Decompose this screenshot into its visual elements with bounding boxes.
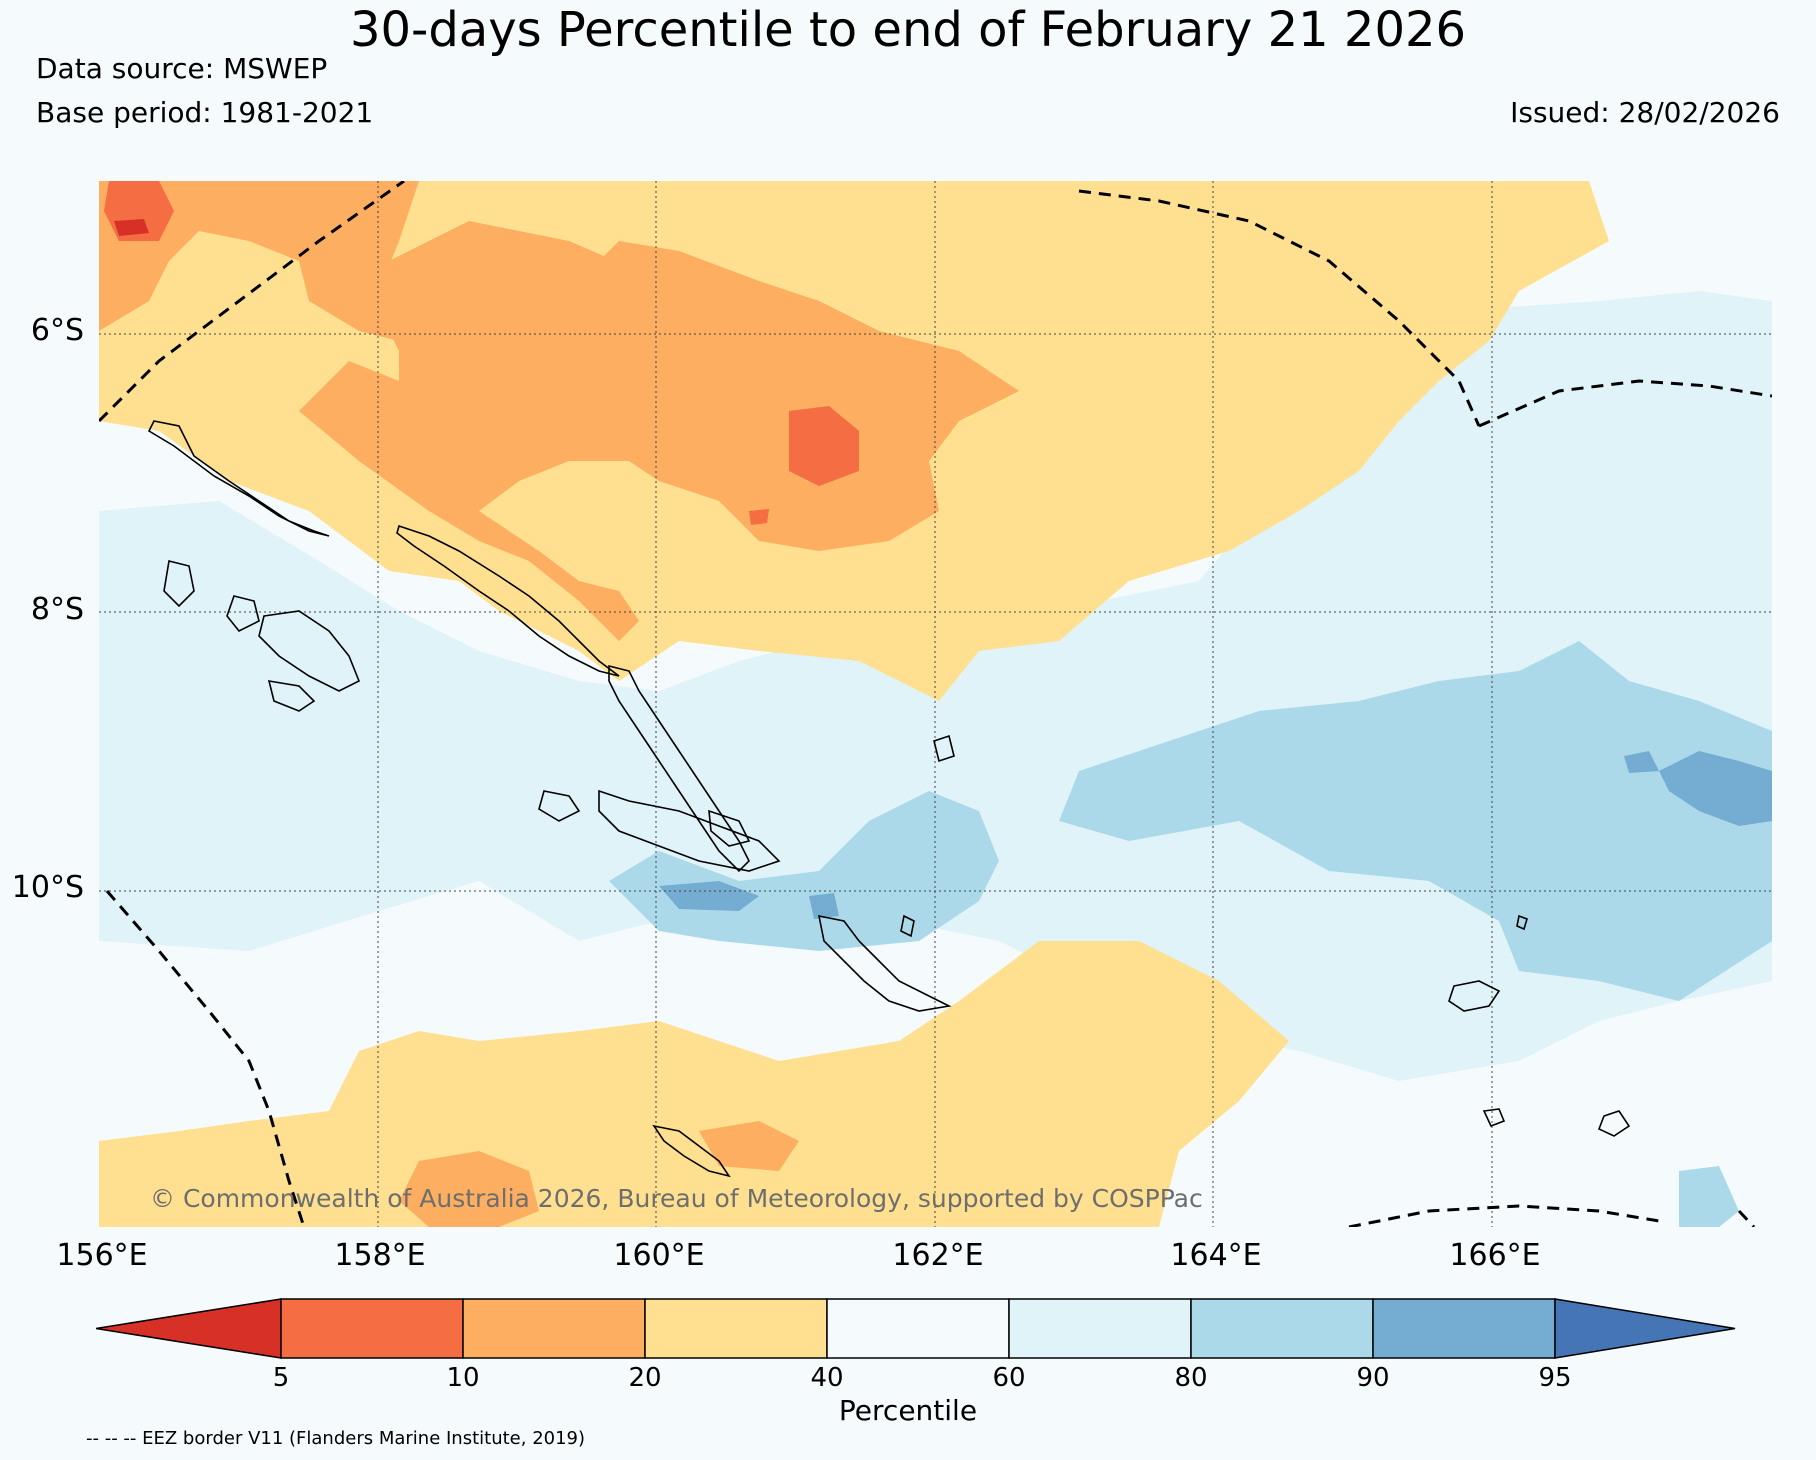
cbar-tick-20: 20 — [628, 1363, 662, 1393]
lon-label-158e: 158°E — [334, 1238, 426, 1273]
cbar-tick-60: 60 — [992, 1363, 1026, 1393]
colorbar-segment-8 — [1554, 1298, 1736, 1359]
colorbar-segment-1 — [280, 1298, 464, 1359]
graticule — [99, 181, 1772, 1227]
percentile-map — [99, 181, 1772, 1227]
cbar-tick-90: 90 — [1356, 1363, 1390, 1393]
cbar-tick-95: 95 — [1538, 1363, 1572, 1393]
colorbar-segment-7 — [1372, 1298, 1556, 1359]
colorbar-segments — [96, 1298, 1736, 1359]
colorbar-segment-0 — [96, 1298, 282, 1359]
colorbar-segment-2 — [462, 1298, 646, 1359]
colorbar-label: Percentile — [838, 1394, 978, 1427]
base-period: Base period: 1981-2021 — [36, 96, 374, 129]
colorbar-segment-4 — [826, 1298, 1010, 1359]
lon-label-166e: 166°E — [1449, 1238, 1541, 1273]
cbar-tick-5: 5 — [272, 1363, 290, 1393]
cbar-tick-80: 80 — [1174, 1363, 1208, 1393]
cbar-tick-10: 10 — [446, 1363, 480, 1393]
lon-label-156e: 156°E — [56, 1238, 148, 1273]
lon-label-162e: 162°E — [892, 1238, 984, 1273]
lat-label-6s: 6°S — [30, 313, 84, 348]
lat-label-8s: 8°S — [30, 592, 84, 627]
coastlines — [147, 420, 1631, 1178]
percentile-colorbar — [96, 1298, 1736, 1359]
colorbar-segment-5 — [1008, 1298, 1192, 1359]
data-source: Data source: MSWEP — [36, 52, 328, 85]
colorbar-segment-6 — [1190, 1298, 1374, 1359]
issued-date: Issued: 28/02/2026 — [1510, 96, 1780, 129]
map-title: 30-days Percentile to end of February 21… — [349, 2, 1467, 58]
eez-borders — [99, 181, 1772, 1227]
lon-label-160e: 160°E — [613, 1238, 705, 1273]
copyright-credit: © Commonwealth of Australia 2026, Bureau… — [150, 1184, 1203, 1213]
lat-label-10s: 10°S — [11, 870, 84, 905]
eez-legend-note: -- -- -- EEZ border V11 (Flanders Marine… — [86, 1428, 586, 1449]
colorbar-segment-3 — [644, 1298, 828, 1359]
cbar-tick-40: 40 — [810, 1363, 844, 1393]
lon-label-164e: 164°E — [1170, 1238, 1262, 1273]
